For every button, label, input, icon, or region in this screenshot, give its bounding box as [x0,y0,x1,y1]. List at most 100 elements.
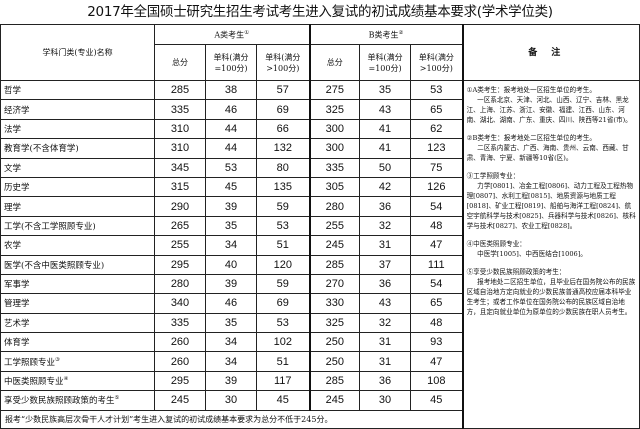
table-row: 医学(不含中医类照顾专业) 295 40 120 285 37 111 [0,254,640,275]
note-1: ①A类考生：报考地处一区招生单位的考生。 一区系北京、天津、河北、山西、辽宁、吉林… [467,85,637,125]
b-single-gt100-score: 48 [410,312,464,334]
table-row: 中医类照顾专业④ 295 39 117 285 36 108 [0,370,640,392]
subject-name: 享受少数民族照顾政策的考生⑤ [0,390,155,411]
group-b-footnote-mark: ② [398,30,404,37]
subject-name: 体育学 [0,332,155,353]
note-body: 中医学[1005]、中西医结合[1006]。 [477,250,587,258]
table-row: 工学(不含工学照顾专业) 265 35 53 255 32 48 [0,215,640,237]
table-row: 理学 290 39 59 280 36 54 [0,196,640,217]
b-single-100-score: 42 [359,176,412,198]
a-single-gt100-score: 80 [255,157,311,178]
b-total-score: 250 [308,351,361,372]
subject-name: 教育学(不含体育学) [0,138,155,159]
table-row: 享受少数民族照顾政策的考生⑤ 245 30 45 245 30 45 [0,390,640,411]
b-total-score: 305 [308,176,361,198]
header-b-total: 总分 [308,44,361,81]
subject-label: 教育学(不含体育学) [4,144,79,155]
subject-name: 工学照顾专业③ [0,351,155,372]
b-single-gt100-score: 47 [410,351,464,372]
subject-name: 艺术学 [0,312,155,334]
b-single-100-score: 35 [359,79,412,101]
a-total-score: 260 [154,351,206,372]
a-total-score: 255 [154,235,206,256]
b-single-gt100-score: 45 [410,390,464,411]
a-total-score: 310 [154,118,206,140]
a-total-score: 335 [154,312,206,334]
table-row: 哲学 285 38 57 275 35 53 ①A类考生：报考地处一区招生单位的考生。 一区系北… [0,79,640,429]
table-row: 法学 310 44 66 300 41 62 [0,118,640,140]
b-single-100-score: 41 [359,138,412,159]
b-total-score: 250 [308,332,361,353]
notes-cell: ①A类考生：报考地处一区招生单位的考生。 一区系北京、天津、河北、山西、辽宁、吉林… [461,80,640,429]
a-single-gt100-score: 120 [255,254,311,275]
footer-note: 报考“少数民族高层次骨干人才计划”考生进入复试的初试成绩基本要求为总分不低于24… [0,409,464,429]
subject-label: 历史学 [4,183,30,194]
a-total-score: 310 [154,138,206,159]
b-single-gt100-score: 93 [410,332,464,353]
a-total-score: 280 [154,273,206,295]
subject-label: 管理学 [4,299,30,310]
subject-name: 理学 [0,196,155,217]
note-heading: ②B类考生：报考地处二区招生单位的考生。 [466,134,597,142]
note-body: 二区系内蒙古、广西、海南、贵州、云南、西藏、甘肃、青海、宁夏、新疆等10省(区)… [466,144,629,162]
b-single-gt100-score: 54 [410,273,464,295]
subject-label: 文学 [4,163,22,174]
a-single-gt100-score: 45 [255,390,311,411]
a-single-gt100-score: 102 [255,332,311,353]
b-total-score: 285 [308,254,361,275]
table-row: 教育学(不含体育学) 310 44 132 300 41 123 [0,138,640,159]
footnote-mark: ④ [63,376,69,383]
b-total-score: 300 [308,118,361,140]
a-single-gt100-score: 59 [255,273,311,295]
b-total-score: 335 [308,157,361,178]
subject-name: 医学(不含中医类照顾专业) [0,254,155,275]
b-single-100-score: 37 [359,254,412,275]
b-single-gt100-score: 54 [410,196,464,217]
subject-label: 理学 [4,202,22,213]
header-b-single-100: 单科(满分=100分) [359,44,412,81]
note-3: ③工学照顾专业： 力学[0801]、冶金工程[0806]、动力工程及工程热物理[0… [467,171,637,231]
b-total-score: 245 [308,390,361,411]
a-single-gt100-score: 51 [255,235,311,256]
a-single-100-score: 53 [205,157,257,178]
b-single-gt100-score: 65 [410,293,464,314]
subject-label: 哲学 [4,86,22,97]
a-single-100-score: 39 [205,273,257,295]
subject-name: 中医类照顾专业④ [0,370,155,392]
subject-name: 管理学 [0,293,155,314]
b-single-gt100-score: 47 [410,235,464,256]
a-single-gt100-score: 53 [255,312,311,334]
note-5: ⑤享受少数民族照顾政策的考生： 报考地处二区招生单位，且毕业后在国务院公布的民族区… [467,267,637,317]
subject-label: 工学(不含工学照顾专业) [4,221,96,232]
subject-label: 医学(不含中医类照顾专业) [4,260,105,271]
header-notes: 备注 [461,24,640,81]
b-single-gt100-score: 62 [410,118,464,140]
note-body: 报考地处二区招生单位，且毕业后在国务院公布的民族区域自治地方定向就业的少数民族普… [466,278,636,316]
b-single-100-score: 41 [359,118,412,140]
b-single-gt100-score: 111 [410,254,464,275]
b-single-gt100-score: 48 [410,215,464,237]
subject-label: 体育学 [4,338,30,349]
a-total-score: 295 [154,254,206,275]
note-body: 力学[0801]、冶金工程[0806]、动力工程及工程热物理[0807]、水利工… [466,182,636,230]
subject-name: 军事学 [0,273,155,295]
table-row: 艺术学 335 35 53 325 32 48 [0,312,640,334]
b-single-100-score: 36 [359,196,412,217]
a-single-100-score: 39 [205,370,257,392]
group-a-label: A类考生 [214,30,245,40]
a-single-gt100-score: 51 [255,351,311,372]
a-total-score: 335 [154,99,206,120]
note-body: 一区系北京、天津、河北、山西、辽宁、吉林、黑龙江、上海、江苏、浙江、安徽、福建、… [466,96,632,124]
a-single-100-score: 44 [205,118,257,140]
a-total-score: 315 [154,176,206,198]
notes-heading: 备注 [528,47,575,58]
a-total-score: 345 [154,157,206,178]
b-total-score: 300 [308,138,361,159]
b-single-100-score: 50 [359,157,412,178]
b-single-100-score: 31 [359,235,412,256]
subject-label: 法学 [4,124,22,135]
a-single-gt100-score: 132 [255,138,311,159]
b-total-score: 275 [308,79,361,101]
note-4: ④中医类照顾专业： 中医学[1005]、中西医结合[1006]。 [467,239,637,259]
a-single-gt100-score: 66 [255,118,311,140]
